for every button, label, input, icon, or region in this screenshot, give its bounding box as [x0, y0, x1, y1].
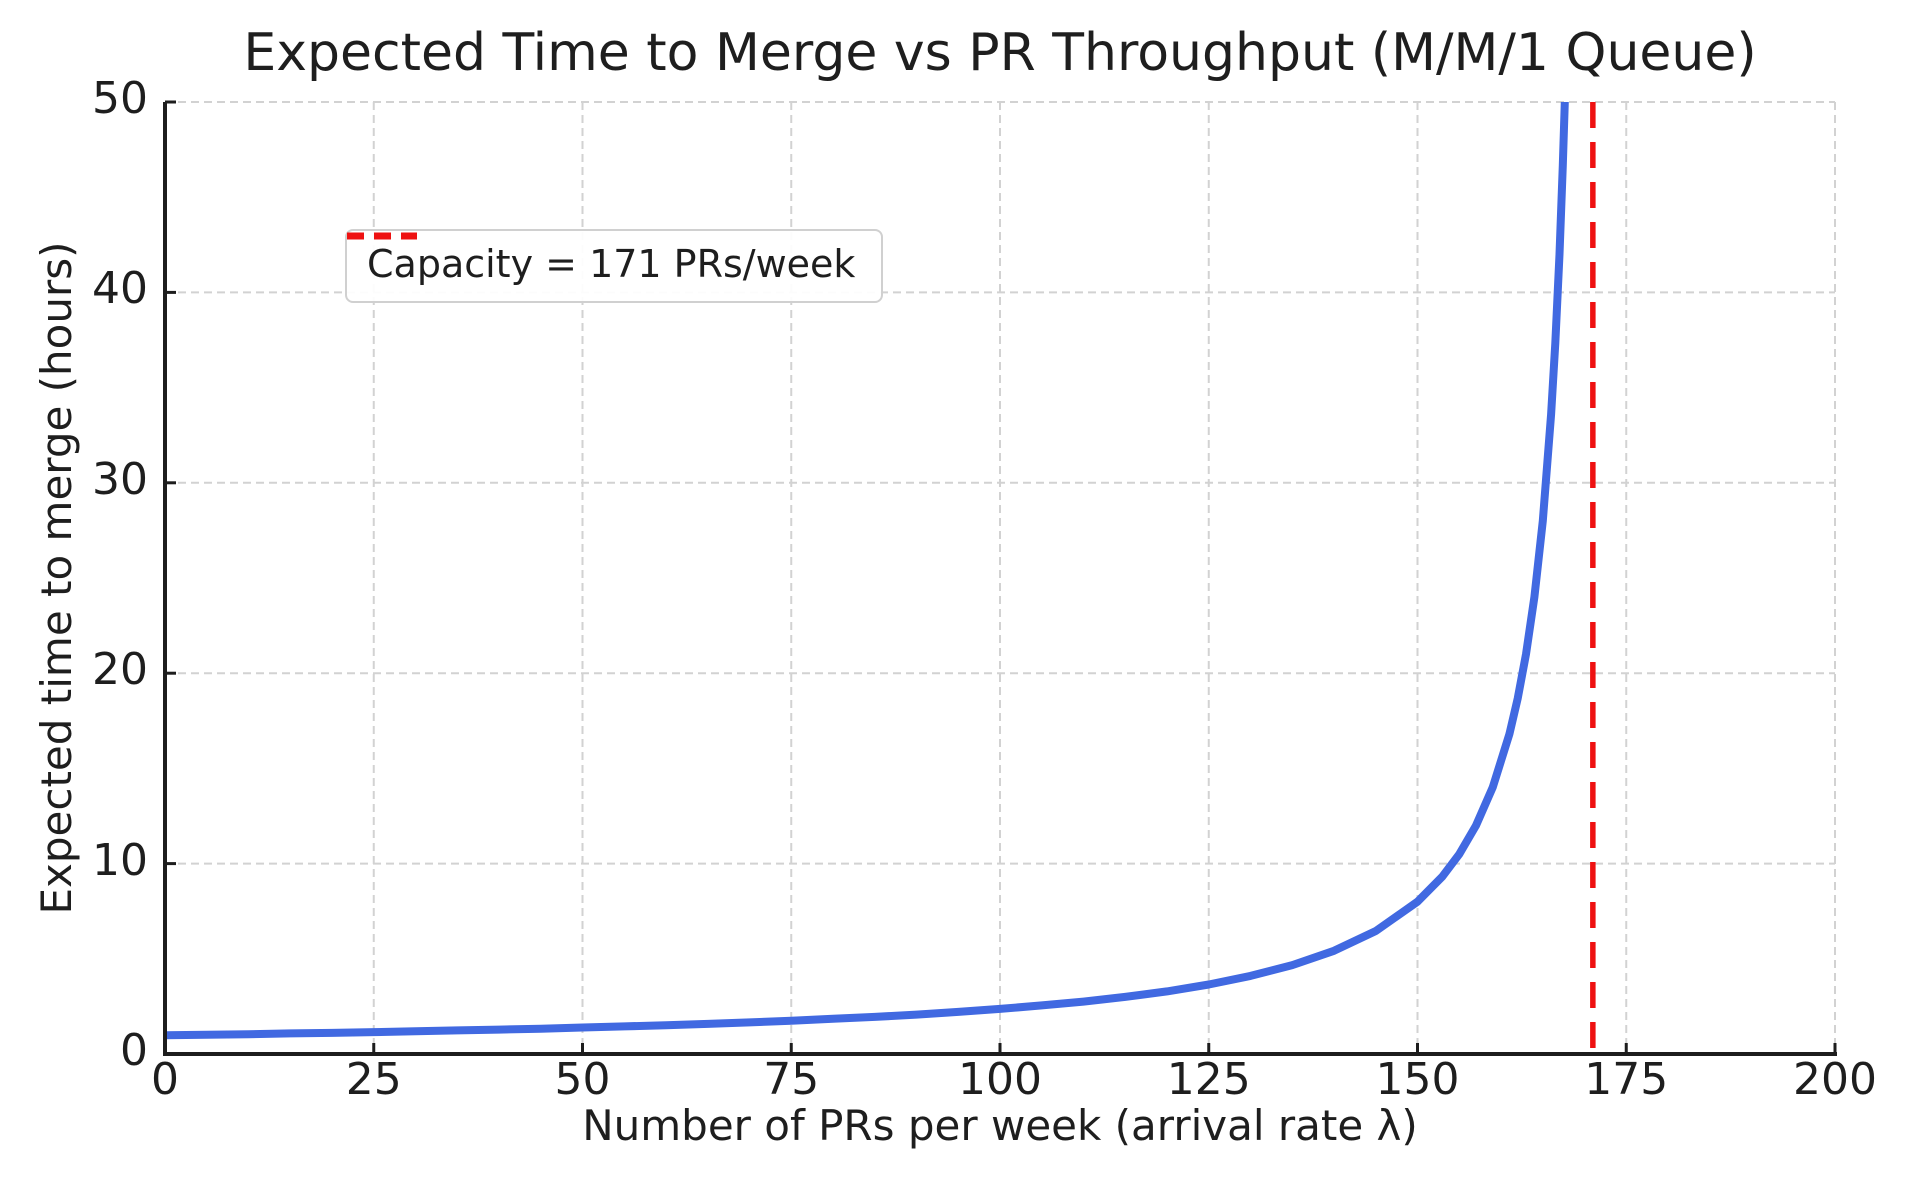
x-tick-label-50: 50 [554, 1054, 611, 1105]
legend: Capacity = 171 PRs/week [345, 229, 884, 303]
y-tick-label-30: 30 [92, 453, 148, 505]
x-tick-label-75: 75 [763, 1054, 820, 1105]
y-tick-label-50: 50 [92, 73, 148, 124]
merge-time-curve [165, 102, 1569, 1040]
x-tick-label-0: 0 [151, 1054, 179, 1105]
y-tick-label-10: 10 [92, 834, 148, 886]
y-tick-label-40: 40 [92, 263, 148, 315]
legend-label: Capacity = 171 PRs/week [367, 242, 856, 286]
y-axis-label: Expected time to merge (hours) [32, 241, 81, 915]
plot-area: Capacity = 171 PRs/week [163, 100, 1837, 1056]
y-tick-label-0: 0 [120, 1025, 148, 1076]
chart-title: Expected Time to Merge vs PR Throughput … [243, 23, 1757, 83]
y-tick-label-20: 20 [92, 644, 148, 696]
x-tick-label-200: 200 [1793, 1054, 1877, 1105]
x-tick-label-25: 25 [345, 1054, 402, 1105]
x-tick-label-175: 175 [1584, 1054, 1669, 1105]
x-tick-label-150: 150 [1375, 1054, 1460, 1105]
capacity-dashed-line-icon [347, 232, 417, 240]
x-axis-label: Number of PRs per week (arrival rate λ) [582, 1101, 1418, 1150]
x-tick-label-125: 125 [1166, 1054, 1251, 1105]
x-tick-label-100: 100 [958, 1054, 1042, 1105]
